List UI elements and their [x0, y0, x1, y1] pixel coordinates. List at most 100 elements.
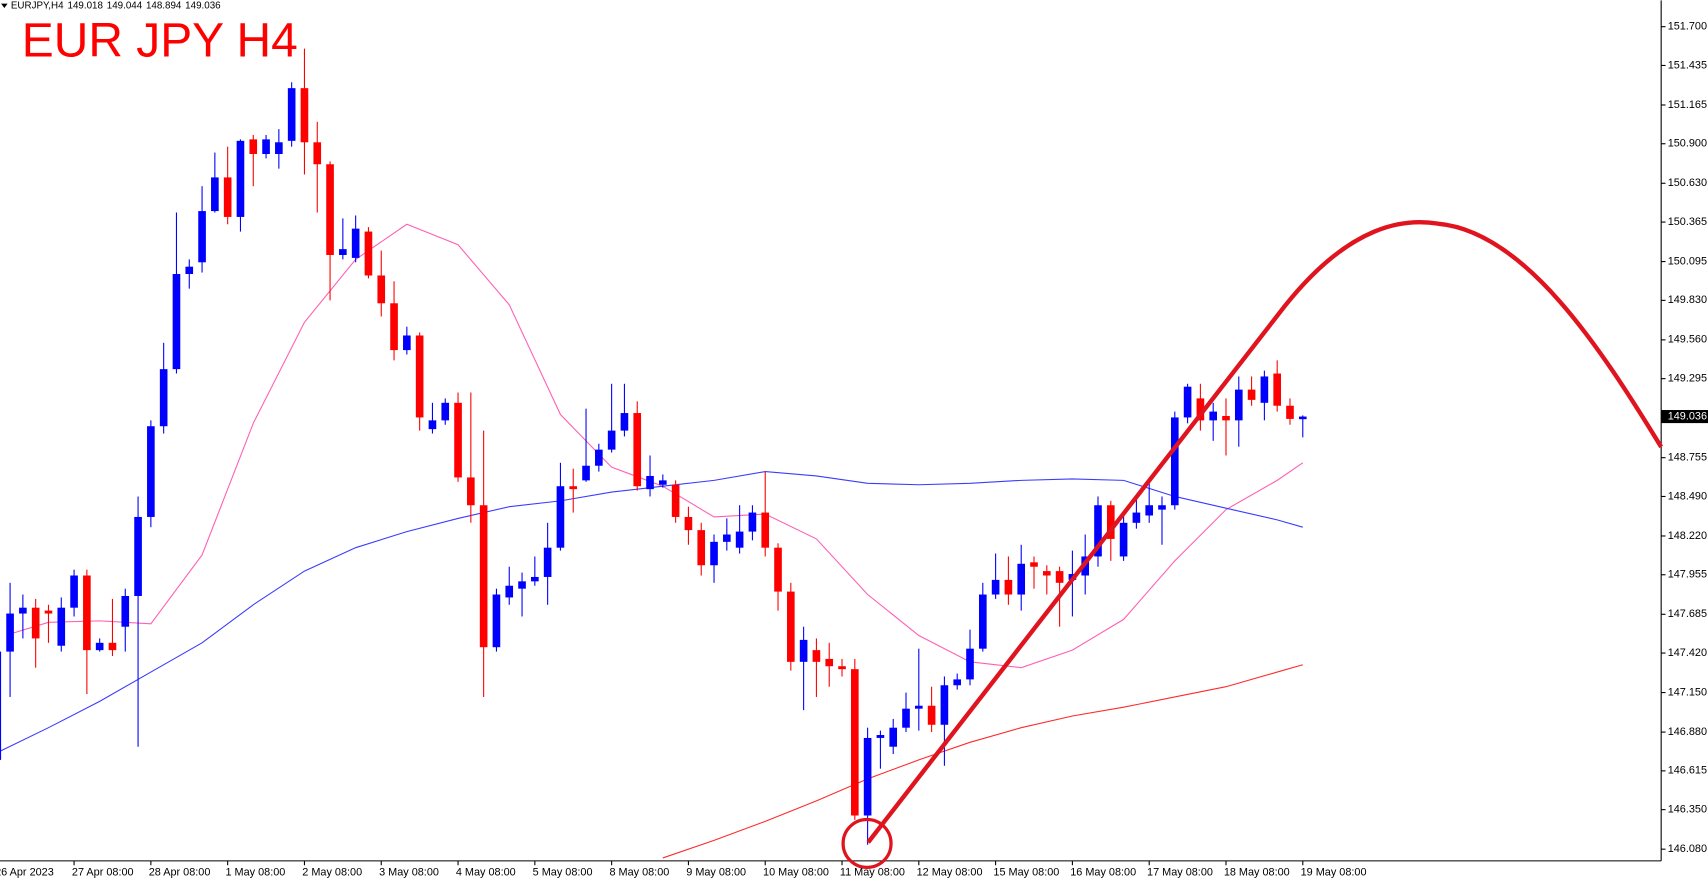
x-tick-label: 12 May 08:00: [917, 867, 983, 879]
x-tick-label: 18 May 08:00: [1224, 867, 1290, 879]
candle-body: [991, 579, 1000, 595]
candle-body: [326, 164, 334, 255]
x-tick-label: 8 May 08:00: [609, 867, 669, 879]
candle-body: [915, 705, 923, 709]
candle-body: [966, 648, 974, 680]
candle-body: [582, 465, 590, 481]
candle-body: [940, 685, 949, 725]
candle-body: [454, 402, 462, 478]
last-price-label: 149.036: [1668, 410, 1707, 422]
y-tick-label: 146.350: [1668, 804, 1707, 816]
candle-body: [1222, 415, 1230, 421]
candle-body: [198, 211, 206, 263]
y-tick-label: 151.700: [1668, 21, 1707, 33]
candle-body: [185, 266, 194, 275]
candle-body: [1106, 505, 1115, 539]
candle-body: [1004, 579, 1013, 595]
candle-body: [1247, 389, 1256, 400]
y-tick-label: 148.490: [1668, 490, 1707, 502]
header-high: 149.044: [107, 0, 143, 11]
candle-body: [838, 666, 846, 670]
y-tick-label: 148.755: [1668, 452, 1707, 464]
candle-body: [70, 575, 78, 608]
candle-body: [863, 737, 872, 816]
candle-body: [428, 420, 437, 430]
candle-body: [364, 231, 373, 276]
candle-body: [1170, 417, 1179, 506]
candle-body: [236, 140, 245, 217]
candle-body: [1196, 398, 1205, 421]
candle-body: [735, 531, 744, 548]
x-tick-label: 15 May 08:00: [993, 867, 1059, 879]
candle-body: [1132, 512, 1141, 523]
candle-body: [339, 249, 347, 255]
candle-body: [543, 547, 552, 577]
candle-body: [1234, 389, 1243, 421]
header-close: 149.036: [185, 0, 221, 11]
y-tick-label: 146.880: [1668, 726, 1707, 738]
candle-body: [83, 575, 91, 651]
candle-body: [351, 228, 360, 258]
x-tick-label: 2 May 08:00: [302, 867, 362, 879]
candle-body: [19, 607, 27, 614]
candle-body: [1209, 411, 1218, 421]
candle-body: [671, 484, 680, 517]
candle-body: [223, 177, 232, 217]
header-low: 148.894: [146, 0, 182, 11]
candle-body: [569, 486, 578, 490]
y-tick-label: 148.220: [1668, 530, 1707, 542]
candle-body: [479, 505, 488, 648]
candle-body: [774, 547, 782, 592]
candle-body: [1286, 405, 1294, 419]
candle-body: [889, 727, 898, 747]
candle-body: [633, 413, 642, 487]
candle-body: [1298, 416, 1307, 420]
candle-body: [275, 142, 283, 155]
candle-body: [812, 650, 821, 662]
candle-body: [134, 516, 142, 596]
y-tick-label: 147.420: [1668, 647, 1707, 659]
y-tick-label: 149.295: [1668, 373, 1707, 385]
x-tick-label: 16 May 08:00: [1070, 867, 1136, 879]
y-tick-label: 150.365: [1668, 216, 1707, 228]
x-tick-label: 4 May 08:00: [456, 867, 516, 879]
candle-body: [927, 705, 936, 725]
x-tick-label: 28 Apr 08:00: [149, 867, 211, 879]
x-tick-label: 10 May 08:00: [763, 867, 829, 879]
candle-body: [377, 275, 386, 304]
symbol: EURJPY,H4: [11, 0, 64, 11]
candle-body: [697, 530, 706, 566]
candle-body: [121, 595, 130, 627]
y-tick-label: 150.095: [1668, 255, 1707, 267]
candle-body: [159, 369, 168, 427]
candle-body: [710, 541, 718, 566]
chart-title: EUR JPY H4: [22, 15, 298, 68]
y-tick-label: 151.435: [1668, 59, 1707, 71]
candle-body: [646, 475, 654, 490]
x-tick-label: 1 May 08:00: [225, 867, 285, 879]
candle-body: [262, 139, 270, 155]
candle-body: [953, 679, 962, 686]
candle-body: [1158, 505, 1166, 510]
x-tick-label: 19 May 08:00: [1301, 867, 1367, 879]
candle-body: [492, 594, 501, 648]
candle-body: [748, 512, 757, 532]
candle-body: [761, 512, 770, 548]
candle-body: [300, 88, 309, 143]
low-circle: [841, 817, 893, 870]
candle-body: [313, 142, 322, 165]
x-tick-label: 5 May 08:00: [533, 867, 593, 879]
moving-average: [662, 664, 1303, 859]
header-open: 149.018: [68, 0, 104, 11]
candle-body: [876, 735, 885, 738]
candle-body: [607, 430, 616, 450]
x-tick-label: 26 Apr 2023: [0, 867, 54, 879]
candle-body: [787, 591, 795, 662]
candle-body: [851, 669, 859, 816]
candle-body: [147, 426, 155, 517]
candle-body: [659, 480, 667, 485]
candle-body: [0, 651, 2, 760]
candle-body: [95, 642, 104, 651]
